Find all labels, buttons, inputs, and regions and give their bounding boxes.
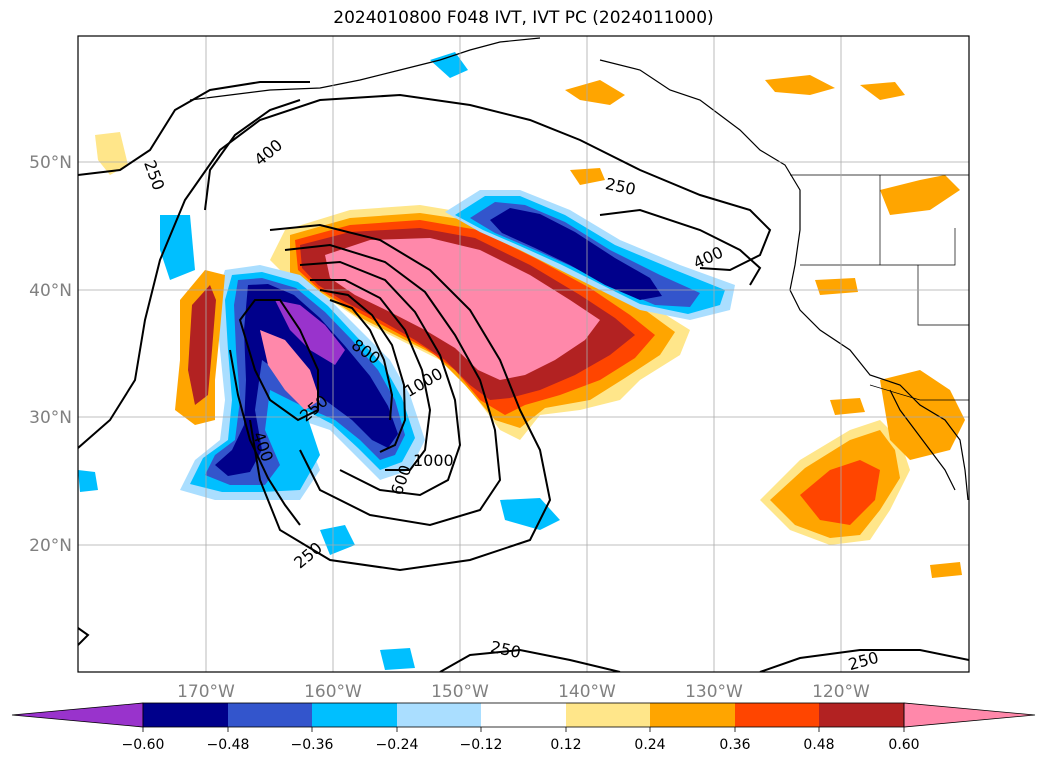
map-frame <box>77 35 970 673</box>
colorbar-swatch <box>143 703 228 727</box>
longitude-labels: 170°W 160°W 150°W 140°W 130°W 120°W <box>177 682 870 702</box>
colorbar-swatch <box>819 703 904 727</box>
colorbar-extend-max <box>903 702 1036 728</box>
colorbar-swatch <box>397 703 481 727</box>
colorbar-tick: −0.12 <box>460 737 503 753</box>
colorbar-tick: −0.48 <box>207 737 250 753</box>
colorbar-swatch <box>481 703 566 727</box>
colorbar-swatch <box>566 703 650 727</box>
colorbar-swatch <box>650 703 735 727</box>
latitude-labels: 50°N 40°N 30°N 20°N <box>29 153 72 556</box>
lon-label: 140°W <box>558 682 616 702</box>
negative-anomaly-north <box>445 190 735 320</box>
positive-anomaly-plume <box>270 205 690 440</box>
lon-label: 170°W <box>177 682 235 702</box>
coastlines <box>189 37 969 501</box>
map-title: 2024010800 F048 IVT, IVT PC (2024011000) <box>333 8 714 28</box>
contour-label: 1000 <box>413 451 454 470</box>
lat-label: 50°N <box>29 153 72 173</box>
borders <box>790 174 969 401</box>
lon-label: 130°W <box>685 682 743 702</box>
colorbar-swatch <box>228 703 312 727</box>
colorbar-tick: 0.60 <box>888 737 919 753</box>
lat-label: 30°N <box>29 408 72 428</box>
lon-label: 150°W <box>431 682 489 702</box>
colorbar-tick: −0.36 <box>291 737 334 753</box>
lat-label: 20°N <box>29 536 72 556</box>
colorbar-extend-min <box>11 702 144 728</box>
colorbar-tick: 0.12 <box>550 737 581 753</box>
lon-label: 120°W <box>812 682 870 702</box>
scattered-anomaly-cells <box>78 52 962 670</box>
colorbar-tick: −0.60 <box>122 737 165 753</box>
ivt-contours <box>78 81 969 672</box>
positive-anomaly-southeast <box>760 175 965 545</box>
lon-label: 160°W <box>304 682 362 702</box>
colorbar-swatch <box>312 703 397 727</box>
colorbar-tick: 0.48 <box>803 737 834 753</box>
lat-label: 40°N <box>29 281 72 301</box>
colorbar-tick: −0.24 <box>376 737 419 753</box>
negative-anomaly-southwest <box>180 265 425 500</box>
colorbar-tick: 0.24 <box>634 737 665 753</box>
colorbar-tick: 0.36 <box>719 737 750 753</box>
colorbar: −0.60 −0.48 −0.36 −0.24 −0.12 0.12 0.24 … <box>11 702 1036 753</box>
colorbar-swatch <box>735 703 819 727</box>
